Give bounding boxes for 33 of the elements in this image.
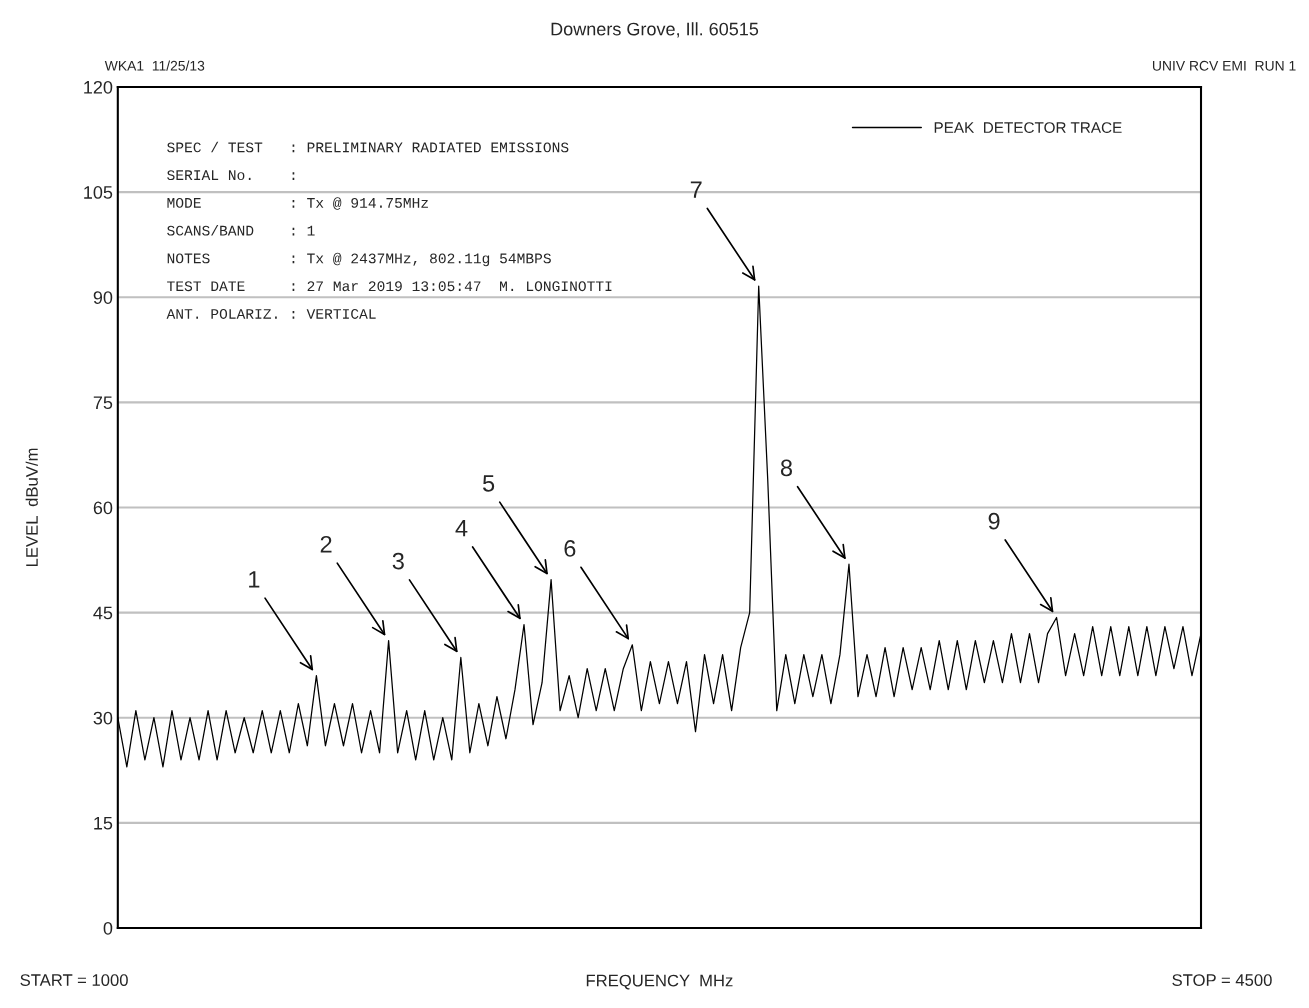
text: WKA1 11/25/13: [104, 60, 205, 71]
x-axis-title: FREQUENCY MHz: [586, 974, 733, 990]
y-tick-label: 120: [84, 80, 113, 94]
annotation: 6: [564, 540, 576, 557]
annotation: 7: [690, 181, 702, 198]
y-axis-title: LEVEL dBuV/m: [25, 448, 38, 567]
annotation: NOTES : Tx @ 2437MHz, 802.11g 54MBPS: [167, 252, 551, 267]
annotation: MODE : Tx @ 914.75MHz: [167, 197, 428, 210]
y-tick-label: 15: [94, 816, 113, 830]
annotation: 4: [455, 520, 468, 537]
y-tick-label: 60: [93, 501, 113, 515]
chart-subtitle: Downers Grove, Ill. 60515: [551, 22, 759, 38]
y-tick-label: 45: [93, 606, 113, 620]
annotation: 3: [392, 552, 404, 570]
annotation: 2: [320, 535, 332, 553]
legend-label: PEAK DETECTOR TRACE: [934, 122, 1122, 133]
text: UNIV RCV EMI RUN 1: [1152, 60, 1296, 71]
text: START = 1000: [20, 974, 128, 986]
annotation: TEST DATE : 27 Mar 2019 13:05:47 M. LONGINOTTI: [167, 281, 612, 292]
y-tick-label: 0: [103, 921, 113, 935]
annotation: ANT. POLARIZ. : VERTICAL: [166, 308, 376, 319]
text: STOP = 4500: [1172, 974, 1272, 986]
annotation: 1: [249, 571, 260, 588]
annotation: SCANS/BAND : 1: [167, 224, 315, 236]
annotation: 5: [482, 475, 495, 492]
y-tick-label: 30: [93, 711, 113, 725]
annotation: SERIAL No. :: [167, 170, 295, 181]
y-tick-label: 90: [93, 291, 113, 304]
annotation: 9: [988, 512, 1000, 530]
annotation: SPEC / TEST : PRELIMINARY RADIATED EMISSIONS: [167, 141, 569, 153]
annotation: 8: [780, 459, 793, 477]
y-tick-label: 75: [93, 396, 113, 410]
y-tick-label: 105: [84, 186, 113, 199]
